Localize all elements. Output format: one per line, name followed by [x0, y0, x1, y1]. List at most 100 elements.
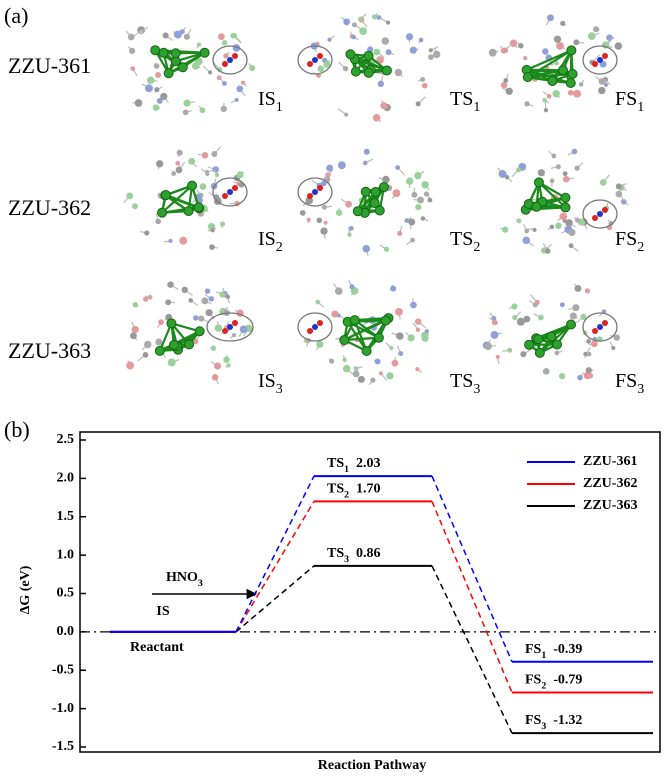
atom — [502, 226, 509, 233]
atom — [408, 218, 416, 226]
molecule-o — [232, 185, 238, 191]
atom — [390, 285, 397, 292]
atom — [516, 317, 525, 326]
atom — [392, 189, 401, 198]
atom — [524, 101, 530, 107]
molecule-n — [227, 57, 233, 63]
atom — [512, 314, 518, 321]
atom — [165, 299, 172, 306]
atom — [549, 178, 555, 184]
highlight-oval — [582, 45, 618, 75]
atom — [599, 179, 607, 186]
label-sub: 3 — [473, 382, 480, 397]
label-sub: 3 — [637, 382, 644, 397]
value-label: TS1 2.03 — [327, 456, 381, 475]
atom — [138, 29, 144, 35]
cluster-atom — [560, 202, 571, 213]
state-label: TS2 — [450, 228, 480, 255]
value-label: TS3 0.86 — [327, 546, 381, 565]
atom — [580, 313, 587, 320]
atom — [231, 332, 237, 338]
cluster-atom — [184, 339, 195, 350]
cluster-atom — [349, 315, 360, 326]
molecule-o — [222, 61, 228, 67]
atom — [542, 48, 549, 55]
atom — [614, 42, 623, 50]
atom — [199, 107, 206, 114]
atom — [574, 285, 582, 292]
cluster-bond — [538, 181, 566, 199]
atom — [359, 27, 368, 36]
value-text: -0.39 — [553, 642, 582, 657]
atom — [134, 99, 143, 107]
atom — [374, 358, 381, 365]
legend-label: ZZU-361 — [583, 454, 637, 469]
atom — [490, 331, 499, 339]
legend-label: ZZU-363 — [583, 498, 637, 513]
label-sub: 3 — [276, 382, 283, 397]
atom — [568, 243, 574, 249]
atom — [226, 363, 231, 368]
atom — [414, 318, 422, 325]
cluster-atom — [534, 347, 545, 358]
atom — [239, 325, 248, 334]
state-label: HNO3 — [166, 570, 203, 589]
atom — [130, 66, 136, 72]
atom — [559, 302, 565, 308]
atom — [337, 161, 346, 170]
label-main: TS — [327, 456, 344, 471]
plot-frame — [79, 431, 661, 753]
label-main: TS — [450, 228, 473, 250]
atom — [162, 32, 169, 39]
atom — [220, 221, 226, 227]
label-main: FS — [525, 642, 542, 657]
state-label: FS3 — [615, 370, 644, 397]
atom — [344, 112, 349, 117]
atom — [372, 114, 381, 122]
label-main: TS — [327, 482, 344, 497]
state-label: IS2 — [258, 228, 283, 255]
atom — [153, 63, 160, 69]
cluster-atom — [374, 205, 385, 216]
connector — [431, 565, 513, 734]
atom — [214, 324, 223, 332]
cluster-atom — [531, 201, 542, 212]
value-text: 2.03 — [356, 456, 381, 471]
atom — [331, 310, 339, 318]
atom — [351, 34, 356, 40]
cluster-bond — [353, 319, 368, 352]
atom — [144, 230, 150, 236]
label-main: FS — [615, 228, 637, 250]
atom — [584, 288, 591, 294]
atom — [130, 332, 137, 340]
atom — [491, 320, 497, 326]
atom — [131, 203, 138, 210]
atom — [542, 97, 547, 103]
y-tick-label: -0.5 — [52, 662, 74, 677]
atom — [201, 152, 209, 159]
atom — [345, 200, 353, 208]
atom — [176, 149, 183, 156]
label-sub: 3 — [344, 554, 349, 565]
atom — [188, 298, 193, 303]
atom — [152, 104, 160, 111]
atom — [167, 358, 176, 367]
atom — [598, 78, 606, 85]
molecule-o — [232, 53, 238, 59]
molecule-n — [312, 324, 318, 330]
atom — [404, 218, 410, 224]
connector — [235, 565, 315, 633]
atom — [568, 228, 576, 237]
atom — [179, 236, 188, 245]
atom — [210, 228, 215, 233]
atom — [241, 80, 246, 85]
atom — [538, 314, 544, 321]
cluster-atom — [565, 78, 576, 89]
cluster-atom — [522, 72, 533, 83]
molecule-o — [307, 328, 313, 334]
atom — [415, 203, 422, 211]
atom — [590, 340, 598, 348]
atom — [155, 71, 162, 78]
atom — [357, 375, 365, 383]
